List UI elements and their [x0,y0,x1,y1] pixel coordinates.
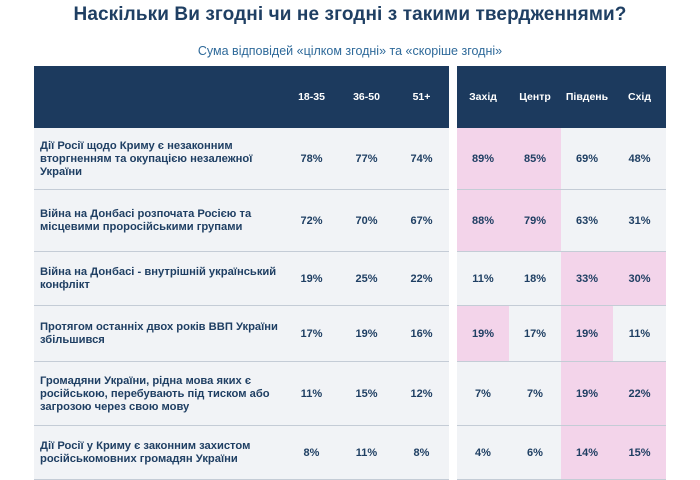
row-band [34,252,449,306]
value-cell-south: 19% [561,306,613,362]
table-row: Громадяни України, рідна мова яких є рос… [34,362,666,426]
column-header-west: Захід [469,91,497,103]
page-subtitle: Сума відповідей «цілком згодні» та «скор… [197,44,503,58]
table-row: Дії Росії у Криму є законним захистом ро… [34,426,666,480]
value-cell-36-50: 11% [355,447,378,459]
value-cell-center: 6% [527,447,543,459]
value-cell-east: 48% [628,153,651,165]
page-title: Наскільки Ви згодні чи не згодні з таким… [73,4,627,25]
survey-table: 18-35 36-50 51+ Захід Центр Південь Схід… [34,66,666,480]
value-cell-west: 88% [457,190,509,252]
column-header-center: Центр [519,91,551,103]
column-gap [449,128,457,480]
value-cell-51plus: 74% [410,153,433,165]
column-header-36-50: 36-50 [353,91,380,103]
column-header-east: Схід [627,91,651,103]
value-cell-east: 31% [628,215,651,227]
table-row: Дії Росії щодо Криму є незаконним вторгн… [34,128,666,190]
row-divider [34,425,666,426]
value-cell-west: 19% [457,306,509,362]
value-cell-south: 63% [575,215,599,227]
value-cell-west: 7% [475,388,491,400]
table-row: Протягом останніх двох років ВВП України… [34,306,666,362]
value-cell-18-35: 72% [300,215,323,227]
row-band [34,190,449,252]
table-header-region: Захід Центр Південь Схід [457,66,666,128]
value-cell-51plus: 67% [410,215,433,227]
row-divider [34,305,666,306]
column-header-18-35: 18-35 [298,91,325,103]
value-cell-west: 4% [475,447,491,459]
value-cell-center: 85% [509,128,561,190]
value-cell-36-50: 25% [355,273,378,285]
value-cell-east: 22% [613,362,666,426]
row-divider [34,361,666,362]
statement-text: Війна на Донбасі - внутрішній українськи… [40,266,277,291]
value-cell-18-35: 17% [300,328,323,340]
value-cell-west: 11% [472,273,494,285]
statement-text: Дії Росії у Криму є законним захистом ро… [40,440,251,465]
value-cell-east: 15% [613,426,666,480]
row-divider [34,251,666,252]
value-cell-36-50: 15% [355,388,378,400]
value-cell-18-35: 19% [300,273,323,285]
value-cell-51plus: 8% [413,447,430,459]
table-row: Війна на Донбасі розпочата Росією та міс… [34,190,666,252]
row-band [34,306,449,362]
row-divider [34,189,666,190]
value-cell-east: 30% [613,252,666,306]
value-cell-center: 18% [523,273,547,285]
value-cell-south: 14% [561,426,613,480]
statement-text: Дії Росії щодо Криму є незаконним вторгн… [40,139,253,178]
value-cell-18-35: 11% [300,388,323,400]
value-cell-center: 79% [509,190,561,252]
value-cell-south: 69% [575,153,599,165]
value-cell-west: 89% [457,128,509,190]
value-cell-36-50: 70% [355,215,378,227]
column-header-south: Південь [565,91,609,103]
value-cell-south: 19% [561,362,613,426]
row-band [34,128,449,190]
statement-text: Війна на Донбасі розпочата Росією та міс… [40,208,252,233]
value-cell-18-35: 78% [300,153,323,165]
value-cell-51plus: 22% [410,273,433,285]
value-cell-east: 11% [628,328,651,340]
column-header-51plus: 51+ [412,91,431,103]
statement-text: Громадяни України, рідна мова яких є рос… [40,374,270,413]
table-row: Війна на Донбасі - внутрішній українськи… [34,252,666,306]
value-cell-36-50: 19% [355,328,378,340]
value-cell-51plus: 16% [410,328,433,340]
value-cell-36-50: 77% [355,153,378,165]
value-cell-center: 7% [527,388,543,400]
value-cell-center: 17% [523,328,547,340]
statement-text: Протягом останніх двох років ВВП України… [40,321,278,346]
table-header-age: 18-35 36-50 51+ [34,66,449,128]
value-cell-51plus: 12% [410,388,433,400]
value-cell-south: 33% [561,252,613,306]
row-band [34,362,449,426]
value-cell-18-35: 8% [303,447,320,459]
